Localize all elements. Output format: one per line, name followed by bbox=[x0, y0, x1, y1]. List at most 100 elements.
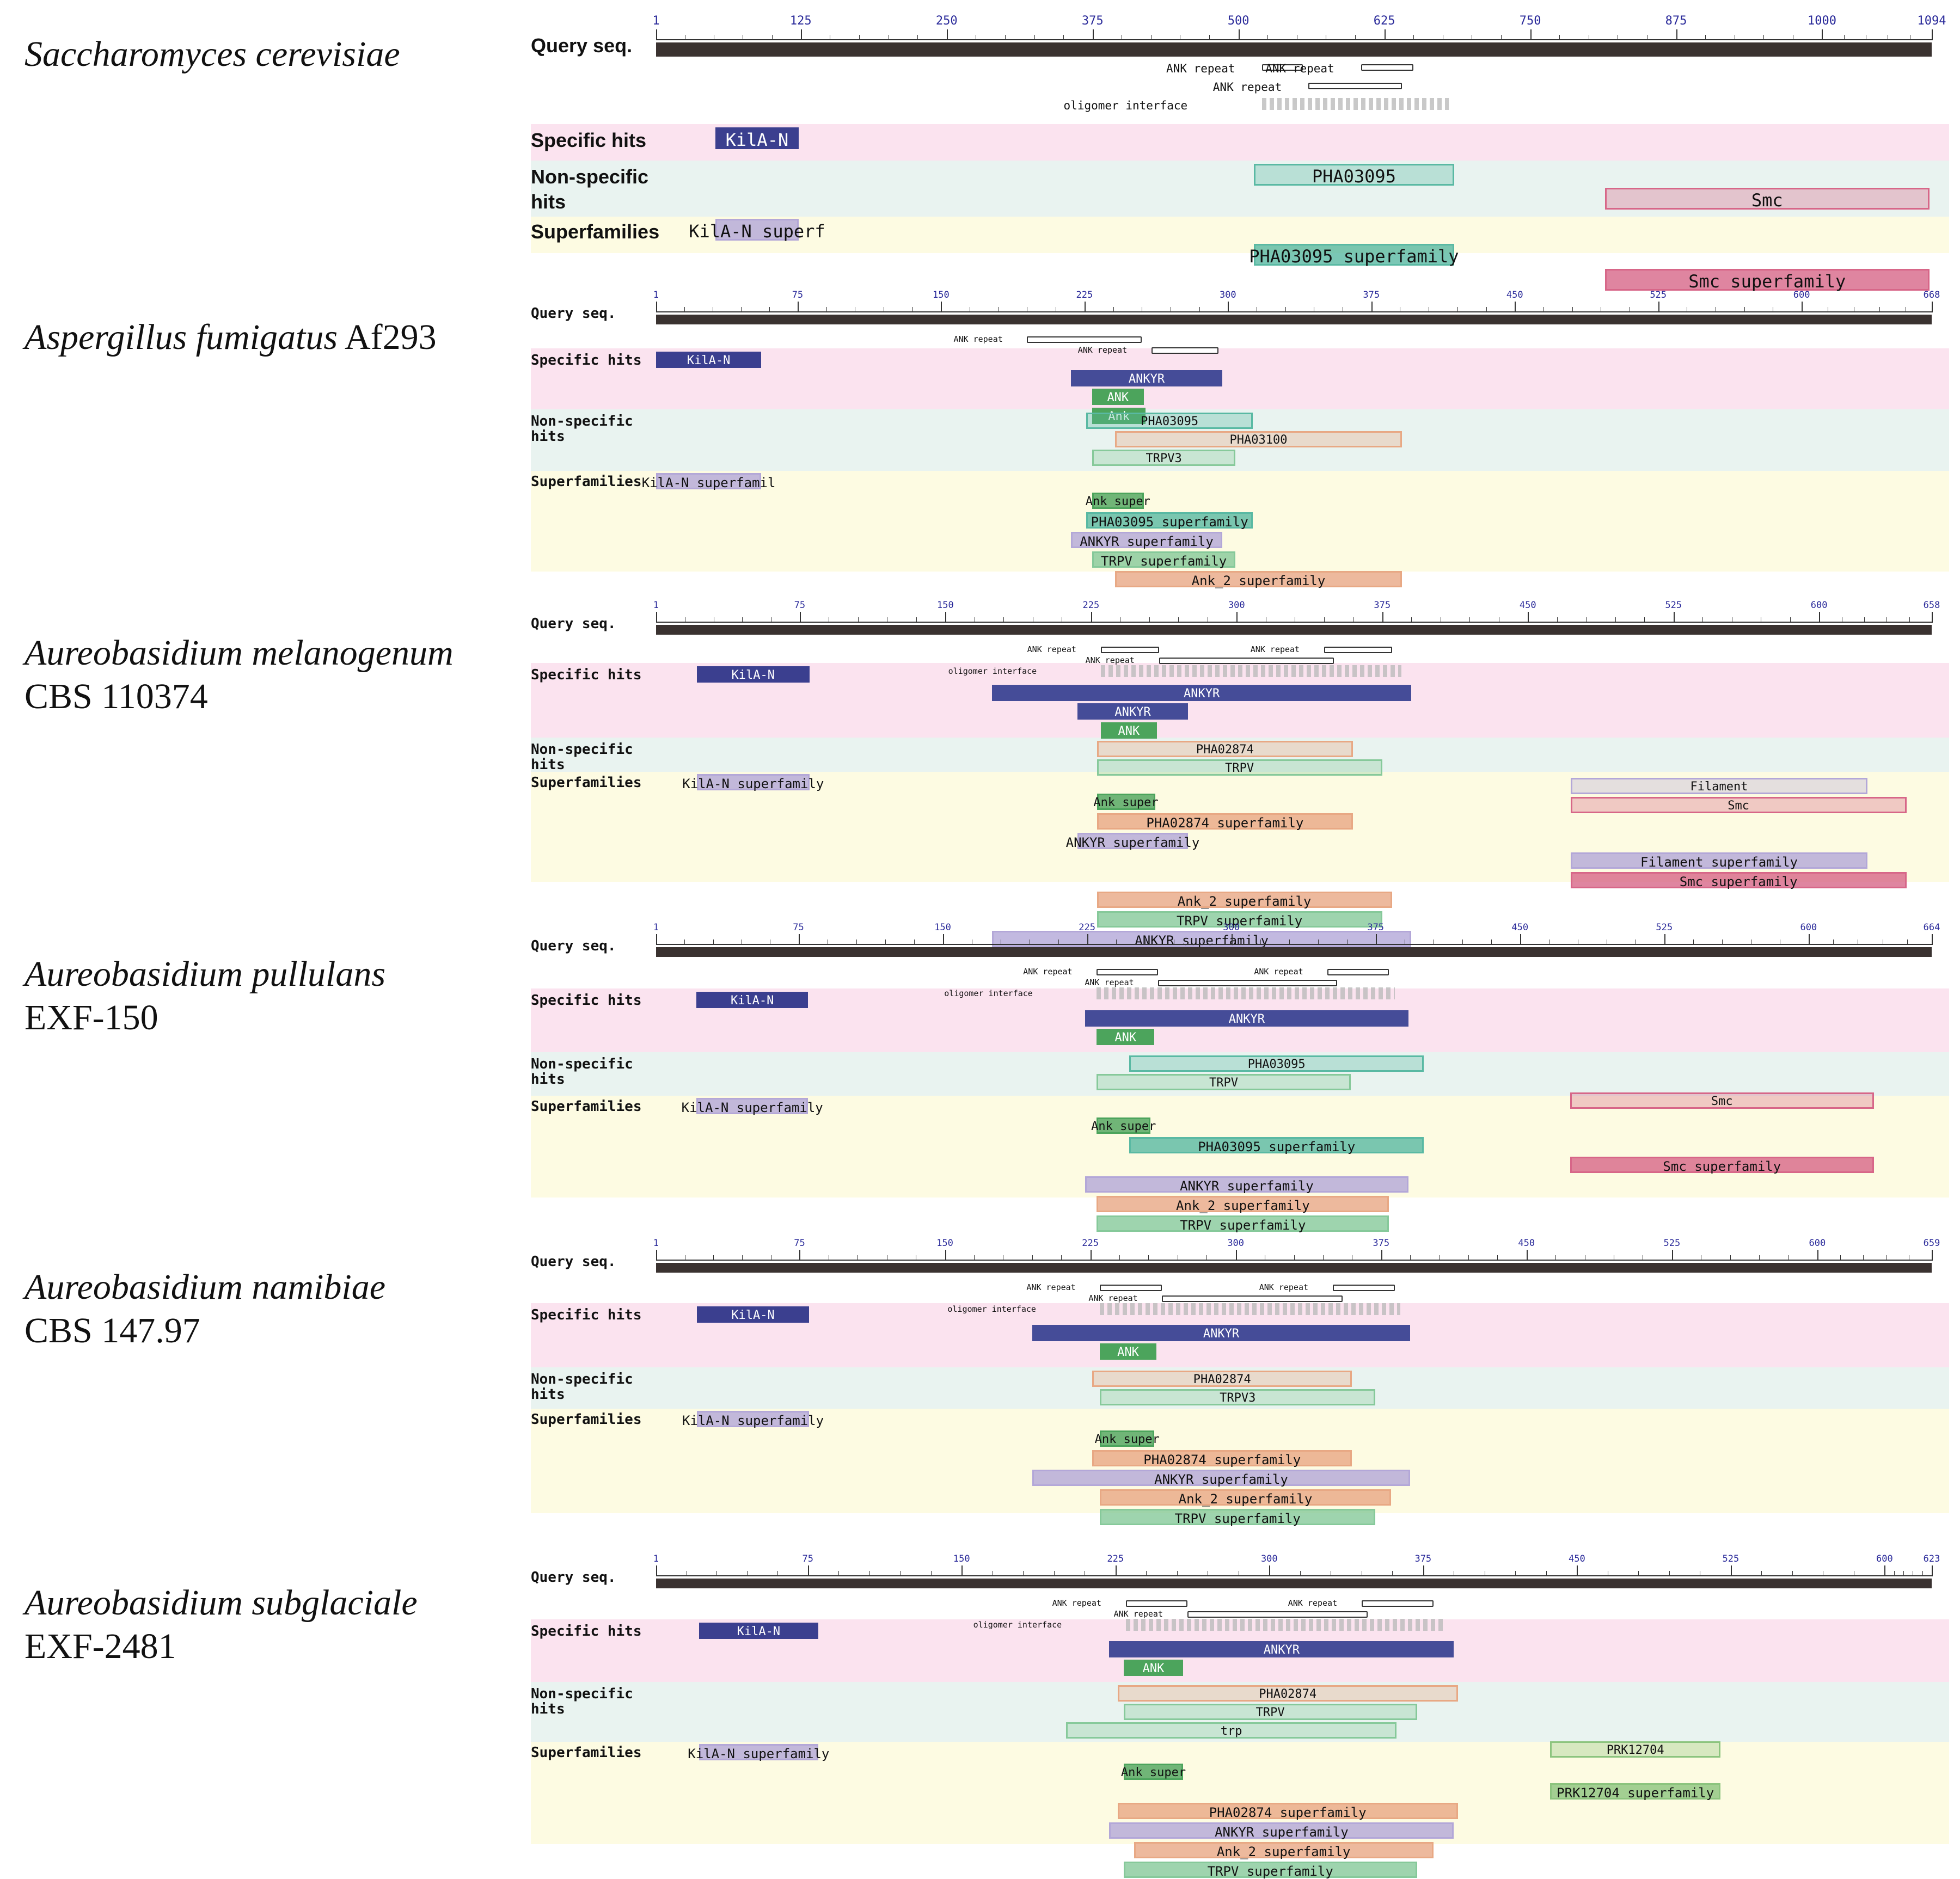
feature-pha02874-superfamily[interactable] bbox=[1097, 813, 1353, 830]
feature-label: PHA02874 superfamily bbox=[1146, 815, 1304, 831]
feature-pha03095[interactable] bbox=[1086, 413, 1253, 429]
feature-smc-superfamily[interactable] bbox=[1604, 269, 1930, 291]
ank-repeat-label: ANK repeat bbox=[1113, 1609, 1163, 1619]
ruler-tick bbox=[1884, 1565, 1886, 1576]
feature-pha02874-superfamily[interactable] bbox=[1117, 1803, 1458, 1819]
feature-pha03095-superfamily[interactable] bbox=[1253, 244, 1455, 266]
feature-pha03095-superfamily[interactable] bbox=[1129, 1137, 1424, 1153]
feature-trpv[interactable] bbox=[1123, 1704, 1417, 1721]
feature-pha02874[interactable] bbox=[1117, 1685, 1458, 1702]
feature-label: ANK bbox=[1142, 1662, 1165, 1676]
feature-trpv-superfamily[interactable] bbox=[1100, 1509, 1376, 1525]
feature-kila-n-superfamily[interactable] bbox=[696, 774, 810, 790]
feature-trpv3[interactable] bbox=[1092, 450, 1236, 466]
feature-label: PHA02874 bbox=[1193, 1373, 1251, 1386]
feature-smc-superfamily[interactable] bbox=[1570, 1157, 1874, 1173]
feature-ankyr[interactable] bbox=[1109, 1641, 1454, 1658]
feature-ank-2-superfamily[interactable] bbox=[1097, 1196, 1389, 1212]
feature-ank-2-superfamily[interactable] bbox=[1097, 892, 1392, 908]
feature-label: Ank super bbox=[1120, 1766, 1186, 1779]
feature-ankyr[interactable] bbox=[1077, 703, 1189, 720]
feature-ankyr-superfamily[interactable] bbox=[1071, 532, 1222, 548]
feature-kila-n[interactable] bbox=[715, 127, 799, 149]
feature-trpv-superfamily[interactable] bbox=[1097, 911, 1382, 928]
feature-ankyr-superfamily[interactable] bbox=[1085, 1176, 1408, 1193]
feature-pha03100[interactable] bbox=[1115, 431, 1402, 448]
ruler-minor-tick bbox=[1206, 1255, 1208, 1261]
feature-ank-2-superfamily[interactable] bbox=[1115, 571, 1402, 587]
feature-kila-n-superf[interactable] bbox=[715, 219, 799, 241]
ank-repeat-label: ANK repeat bbox=[1023, 967, 1073, 977]
feature-ank-super[interactable] bbox=[1100, 1430, 1155, 1447]
feature-ankyr-superfamily[interactable] bbox=[1109, 1822, 1454, 1839]
feature-kila-n-superfamily[interactable] bbox=[696, 1411, 810, 1427]
feature-trpv3[interactable] bbox=[1100, 1389, 1376, 1406]
feature-smc-superfamily[interactable] bbox=[1570, 872, 1907, 888]
ruler-tick-label: 150 bbox=[937, 600, 954, 611]
ank-repeat-arrow bbox=[1162, 1295, 1343, 1302]
feature-trpv-superfamily[interactable] bbox=[1092, 551, 1236, 568]
feature-trp[interactable] bbox=[1066, 1722, 1396, 1739]
ruler-tick bbox=[941, 302, 942, 312]
feature-label: PHA03095 superfamily bbox=[1091, 514, 1248, 530]
feature-pha02874[interactable] bbox=[1092, 1371, 1352, 1387]
feature-label: PHA03095 bbox=[1312, 166, 1396, 187]
feature-kila-n-superfamil[interactable] bbox=[656, 473, 762, 489]
feature-pha03095[interactable] bbox=[1129, 1055, 1424, 1072]
feature-ank[interactable] bbox=[1092, 389, 1144, 406]
feature-smc[interactable] bbox=[1570, 1092, 1874, 1109]
feature-ankyr[interactable] bbox=[1032, 1325, 1411, 1342]
feature-ank-super[interactable] bbox=[1092, 493, 1144, 509]
nonspecific-hits-label-2: hits bbox=[531, 1701, 565, 1717]
feature-label: ANK bbox=[1117, 1346, 1139, 1360]
feature-kila-n[interactable] bbox=[699, 1623, 818, 1639]
feature-kila-n[interactable] bbox=[656, 352, 762, 368]
feature-prk12704[interactable] bbox=[1550, 1741, 1720, 1758]
feature-smc[interactable] bbox=[1604, 187, 1930, 210]
feature-kila-n[interactable] bbox=[696, 666, 810, 683]
feature-label: TRPV3 bbox=[1146, 452, 1182, 466]
ruler-tick-label: 525 bbox=[1665, 600, 1682, 611]
feature-filament-superfamily[interactable] bbox=[1570, 852, 1868, 869]
feature-trpv[interactable] bbox=[1097, 1074, 1351, 1091]
feature-label: Ank_2 superfamily bbox=[1178, 1491, 1313, 1507]
feature-pha03095-superfamily[interactable] bbox=[1086, 512, 1253, 529]
feature-ank-super[interactable] bbox=[1097, 1117, 1151, 1134]
feature-pha02874-superfamily[interactable] bbox=[1092, 1450, 1352, 1466]
feature-ankyr[interactable] bbox=[1071, 370, 1222, 387]
feature-kila-n[interactable] bbox=[696, 992, 808, 1008]
feature-filament[interactable] bbox=[1570, 778, 1868, 795]
feature-trpv-superfamily[interactable] bbox=[1097, 1215, 1389, 1232]
feature-ankyr[interactable] bbox=[991, 685, 1412, 702]
ruler-tick bbox=[1530, 29, 1532, 40]
feature-ankyr-superfamily[interactable] bbox=[1032, 1470, 1411, 1486]
ruler-minor-tick bbox=[1500, 35, 1502, 40]
feature-pha03095[interactable] bbox=[1253, 164, 1455, 186]
feature-ank[interactable] bbox=[1097, 1029, 1155, 1046]
query-seq-ruler bbox=[656, 42, 1932, 57]
feature-kila-n-superfamily[interactable] bbox=[696, 1098, 808, 1114]
feature-ank-2-superfamily[interactable] bbox=[1100, 1489, 1391, 1506]
feature-ankyr-superfamily[interactable] bbox=[1077, 833, 1189, 849]
feature-label: KilA-N superfamil bbox=[641, 475, 776, 490]
ruler-tick bbox=[945, 612, 947, 623]
ank-repeat-arrow bbox=[1361, 64, 1414, 71]
feature-trpv[interactable] bbox=[1097, 759, 1382, 776]
oligomer-interface-track bbox=[1261, 98, 1449, 110]
feature-prk12704-superfamily[interactable] bbox=[1550, 1783, 1720, 1800]
ruler-tick bbox=[1115, 1565, 1117, 1576]
ruler-axis-line bbox=[656, 39, 1932, 40]
feature-pha02874[interactable] bbox=[1097, 741, 1353, 757]
feature-ank-super[interactable] bbox=[1097, 794, 1155, 810]
feature-ank[interactable] bbox=[1100, 722, 1157, 739]
feature-kila-n[interactable] bbox=[696, 1306, 810, 1323]
feature-ank[interactable] bbox=[1100, 1343, 1156, 1360]
feature-ank[interactable] bbox=[1092, 407, 1146, 424]
feature-ank-super[interactable] bbox=[1123, 1764, 1184, 1780]
band-nonspecific-hits bbox=[531, 1367, 1949, 1409]
feature-kila-n-superfamily[interactable] bbox=[699, 1744, 818, 1760]
feature-smc[interactable] bbox=[1570, 796, 1907, 813]
feature-ankyr[interactable] bbox=[1085, 1010, 1408, 1027]
feature-ank[interactable] bbox=[1123, 1660, 1184, 1677]
ruler-minor-tick bbox=[1886, 617, 1888, 623]
